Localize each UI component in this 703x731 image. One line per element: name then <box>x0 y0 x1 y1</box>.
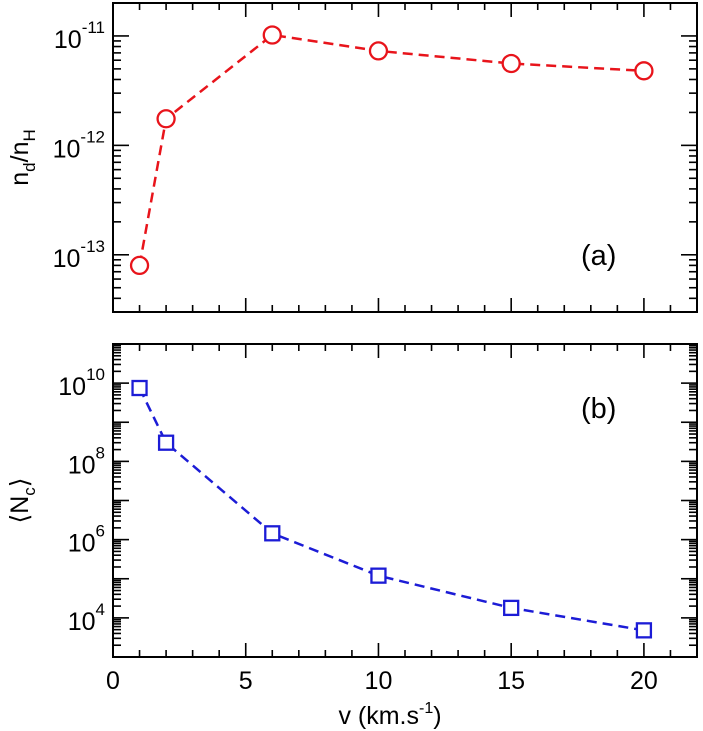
x-tick-label: 10 <box>365 667 393 695</box>
data-point-circle <box>156 109 176 129</box>
x-tick-label: 5 <box>239 667 253 695</box>
y-tick-label-exponent: -13 <box>80 237 105 256</box>
y-tick-label-base: 10 <box>68 530 96 558</box>
y-tick-label-base: 10 <box>53 135 81 163</box>
x-axis-label-part: v (km.s <box>338 702 419 730</box>
y-axis-label: ⟨Nc⟩ <box>6 477 39 523</box>
data-point-square <box>635 622 653 639</box>
y-tick-label: 104 <box>68 600 105 636</box>
y-tick-label-exponent: 10 <box>86 365 105 384</box>
y-tick-label-base: 10 <box>54 26 82 54</box>
x-axis-label-superscript: -1 <box>419 700 433 717</box>
series-line <box>138 387 645 632</box>
data-point-circle <box>262 25 282 45</box>
data-point-square <box>503 599 520 617</box>
data-point-square <box>264 525 281 542</box>
panel-label: (b) <box>581 393 616 425</box>
y-tick-label-base: 10 <box>53 245 81 273</box>
y-tick-label: 108 <box>68 443 105 479</box>
y-axis-label-subscript: d <box>20 162 39 171</box>
y-tick-label: 10-11 <box>54 18 105 54</box>
y-axis-label-part: ⟩ <box>6 477 34 487</box>
x-tick-label: 20 <box>630 667 658 695</box>
y-axis-label-part: n <box>6 172 34 186</box>
panel-label: (a) <box>581 240 616 272</box>
x-axis-label-part: ) <box>433 702 441 730</box>
y-tick-label: 10-12 <box>53 127 105 163</box>
y-tick-label-exponent: 4 <box>96 600 105 619</box>
x-tick-label: 15 <box>497 667 525 695</box>
y-axis-label-subscript: c <box>20 487 39 496</box>
data-point-circle <box>368 41 389 61</box>
data-point-square <box>370 567 387 584</box>
series-line <box>138 33 644 266</box>
y-tick-label-exponent: 8 <box>96 443 105 462</box>
y-tick-label-exponent: -12 <box>80 127 105 146</box>
y-tick-label: 10-13 <box>53 237 105 273</box>
y-tick-label-exponent: 6 <box>96 522 105 541</box>
data-point-square <box>131 379 148 397</box>
y-tick-label-base: 10 <box>58 373 86 401</box>
data-point-square <box>157 434 175 451</box>
data-point-circle <box>634 61 654 81</box>
y-axis-label-part: ⟨N <box>6 496 34 524</box>
y-tick-label-exponent: -11 <box>82 18 105 37</box>
y-tick-label: 106 <box>68 522 105 558</box>
y-axis-label-subscript: H <box>20 129 39 141</box>
y-tick-label-base: 10 <box>68 451 96 479</box>
y-tick-label-base: 10 <box>68 608 96 636</box>
plot-frame <box>112 343 698 658</box>
data-point-circle <box>129 255 150 276</box>
data-point-circle <box>501 53 521 74</box>
x-tick-label: 0 <box>106 667 120 695</box>
y-axis-label-part: /n <box>6 142 34 163</box>
x-axis-label: v (km.s-1) <box>338 700 441 730</box>
y-axis-label: nd/nH <box>6 129 39 186</box>
y-tick-label: 1010 <box>58 365 105 401</box>
